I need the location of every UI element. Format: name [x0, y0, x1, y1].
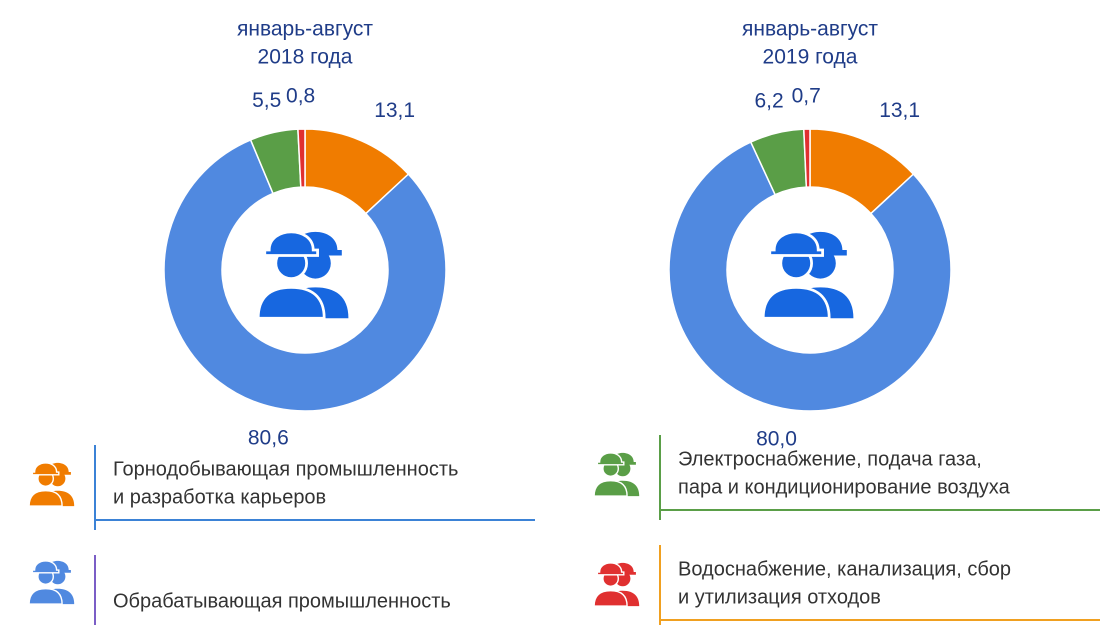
chart-title: январь-август	[742, 18, 878, 41]
value-label: 13,1	[879, 99, 920, 122]
value-label: 0,8	[286, 85, 315, 108]
worker-icon	[761, 230, 854, 320]
donut-slice	[297, 128, 306, 188]
helmet	[596, 562, 625, 576]
chart-title: январь-август	[237, 18, 373, 41]
legend-label: и утилизация отходов	[678, 586, 881, 608]
worker-icon	[28, 560, 75, 605]
helmet	[263, 230, 319, 257]
worker-figure	[28, 462, 63, 507]
worker-icon	[28, 462, 75, 507]
legend-label: Горнодобывающая промышленность	[113, 458, 458, 480]
worker-figure	[28, 560, 63, 605]
donut-slice	[668, 141, 952, 412]
value-label: 0,7	[792, 85, 821, 108]
legend-label: Водоснабжение, канализация, сбор	[678, 558, 1011, 580]
donut-slice	[163, 138, 447, 412]
worker-icon	[593, 452, 640, 497]
shoulders	[593, 590, 628, 607]
shoulders	[28, 490, 63, 507]
legend-label: Обрабатывающая промышленность	[113, 590, 451, 612]
value-label: 6,2	[754, 89, 783, 112]
value-label: 80,0	[756, 427, 797, 450]
legend-label: пара и кондиционирование воздуха	[678, 476, 1011, 498]
shoulders	[28, 588, 63, 605]
helmet	[768, 230, 824, 257]
legend-label: и разработка карьеров	[113, 486, 326, 508]
donut-slice	[803, 128, 811, 188]
worker-figure	[593, 562, 628, 607]
worker-figure	[593, 452, 628, 497]
worker-figure	[256, 230, 326, 320]
chart-title: 2019 года	[763, 46, 858, 69]
worker-figure	[761, 230, 831, 320]
worker-icon	[593, 562, 640, 607]
helmet	[596, 452, 625, 466]
value-label: 80,6	[248, 427, 289, 450]
shoulders	[761, 286, 831, 320]
helmet	[31, 560, 60, 574]
value-label: 13,1	[374, 99, 415, 122]
shoulders	[593, 480, 628, 497]
value-label: 5,5	[252, 89, 281, 112]
chart-title: 2018 года	[258, 46, 353, 69]
shoulders	[256, 286, 326, 320]
legend-label: Электроснабжение, подача газа,	[678, 448, 982, 470]
helmet	[31, 462, 60, 476]
worker-icon	[256, 230, 349, 320]
